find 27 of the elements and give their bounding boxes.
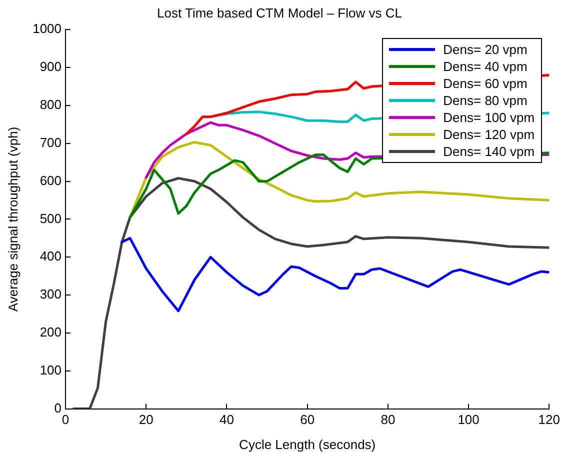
y-tick-label: 900 xyxy=(40,59,62,74)
y-tick-label: 0 xyxy=(54,400,62,416)
legend-label: Dens= 100 vpm xyxy=(443,110,535,125)
legend-label: Dens= 140 vpm xyxy=(443,144,535,159)
y-tick-label: 700 xyxy=(40,134,62,150)
x-tick-label: 60 xyxy=(300,412,315,428)
x-tick-label: 100 xyxy=(458,412,480,428)
x-tick-label: 20 xyxy=(138,412,154,428)
y-tick-label: 100 xyxy=(40,362,62,378)
x-tick-label: 80 xyxy=(380,412,396,428)
y-tick-label: 800 xyxy=(40,97,62,112)
legend-label: Dens= 120 vpm xyxy=(443,126,535,142)
y-tick-label: 400 xyxy=(40,248,62,264)
legend-label: Dens= 60 vpm xyxy=(443,76,528,91)
x-tick-label: 120 xyxy=(538,412,560,428)
y-axis-title: Average signal throughput (vph) xyxy=(5,126,20,312)
legend-label: Dens= 80 vpm xyxy=(443,92,528,108)
x-tick-label: 40 xyxy=(219,412,234,428)
legend-label: Dens= 20 vpm xyxy=(443,42,528,57)
y-tick-label: 200 xyxy=(40,324,62,340)
legend-label: Dens= 40 vpm xyxy=(443,58,528,74)
y-tick-label: 1000 xyxy=(32,21,62,36)
y-tick-label: 300 xyxy=(40,286,62,302)
chart-title: Lost Time based CTM Model – Flow vs CL xyxy=(157,5,402,20)
y-tick-label: 500 xyxy=(40,210,62,226)
y-tick-label: 600 xyxy=(40,172,62,188)
x-axis-title: Cycle Length (seconds) xyxy=(239,436,376,452)
